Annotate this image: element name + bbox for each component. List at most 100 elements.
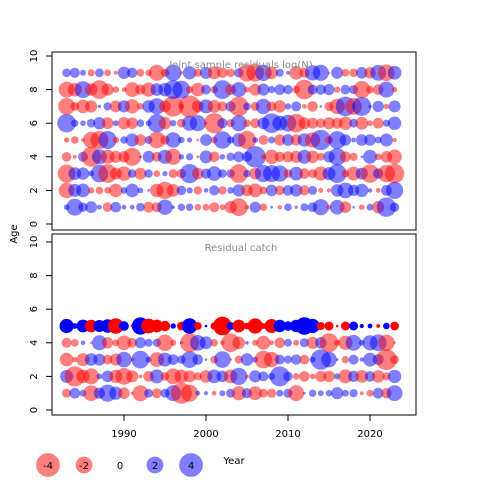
- bubble-top: [266, 101, 277, 112]
- bubble-bottom: [303, 391, 306, 395]
- y-tick-label: 2: [29, 373, 40, 379]
- bubble-bottom: [284, 338, 292, 347]
- bubble-bottom: [291, 354, 302, 365]
- bubble-bottom: [71, 339, 79, 347]
- bubble-top: [363, 149, 377, 164]
- y-tick-label: 6: [29, 306, 40, 312]
- bubble-top: [117, 66, 131, 80]
- bubble-top: [226, 68, 235, 78]
- bubble-top: [356, 67, 368, 79]
- bubble-top: [165, 132, 181, 148]
- legend-bubble: [179, 453, 203, 477]
- bubble-top: [109, 150, 122, 163]
- bubble-top: [328, 131, 347, 149]
- bubble-bottom: [263, 351, 280, 368]
- bubble-bottom: [299, 371, 310, 382]
- bubble-top: [200, 134, 212, 146]
- bubble-top: [340, 151, 351, 163]
- bubble-top: [310, 129, 331, 151]
- bubble-top: [375, 187, 381, 193]
- bubble-top: [185, 203, 194, 211]
- bubble-top: [144, 169, 153, 178]
- bubble-top: [351, 137, 356, 143]
- bubble-top: [125, 133, 139, 147]
- bubble-top: [248, 183, 263, 198]
- y-tick-label: 0: [29, 221, 40, 227]
- bubble-top: [93, 117, 106, 130]
- bubble-bottom: [71, 323, 78, 329]
- x-axis-label: Year: [222, 456, 245, 467]
- bubble-top: [217, 67, 228, 79]
- bubble-bottom: [375, 349, 397, 371]
- legend-label: -2: [79, 461, 89, 472]
- bubble-top: [299, 168, 310, 179]
- bubble-top: [265, 66, 278, 80]
- bubble-top: [360, 164, 380, 183]
- bubble-bottom: [203, 391, 209, 396]
- bubble-top: [337, 182, 354, 199]
- bubble-bottom: [195, 390, 201, 396]
- bubble-top: [168, 169, 178, 179]
- bubble-top: [148, 131, 166, 149]
- y-tick-label: 10: [29, 236, 40, 249]
- bubble-bottom: [305, 318, 320, 334]
- bubble-bottom: [170, 323, 176, 329]
- panel-joint-sample: Joint sample residuals log(N) 0 2 4 6 8 10: [29, 50, 417, 231]
- bubble-bottom: [151, 388, 162, 399]
- bubble-top: [230, 115, 247, 132]
- bubble-top: [85, 100, 98, 113]
- bubble-bottom: [306, 336, 319, 349]
- y-tick-label: 6: [29, 120, 40, 126]
- bubble-top: [243, 119, 251, 127]
- bubble-bottom: [274, 354, 285, 365]
- bubble-bottom: [349, 389, 358, 398]
- bubble-top: [387, 65, 402, 80]
- bubble-top: [307, 101, 318, 112]
- bubble-top: [136, 68, 145, 77]
- bubble-top: [125, 183, 139, 198]
- bubble-top: [316, 152, 325, 161]
- bubble-bottom: [199, 336, 213, 350]
- bubble-top: [219, 204, 226, 211]
- y-axis-bottom: 0 2 4 6 8 10: [29, 236, 52, 413]
- bubble-bottom: [341, 355, 350, 364]
- bubble-top: [103, 102, 112, 111]
- bubble-bottom: [359, 323, 364, 329]
- bubble-top: [291, 101, 302, 112]
- bubble-top: [326, 188, 332, 193]
- bubble-top: [125, 99, 140, 114]
- bubble-top: [286, 70, 290, 75]
- bubble-top: [353, 81, 371, 99]
- bubble-top: [76, 183, 90, 198]
- bubble-top: [127, 67, 138, 79]
- bubbles-bottom: [59, 316, 403, 404]
- bubble-top: [104, 69, 111, 77]
- bubble-bottom: [102, 354, 113, 365]
- bubble-bottom: [258, 371, 269, 382]
- bubble-bottom: [378, 334, 395, 351]
- bubble-top: [137, 187, 144, 194]
- bubble-bottom: [62, 388, 72, 398]
- bubble-top: [142, 150, 155, 163]
- bubble-bottom: [345, 334, 362, 351]
- bubble-top: [217, 101, 228, 112]
- bubble-bottom: [61, 337, 72, 348]
- bubble-top: [136, 202, 145, 212]
- bubble-top: [186, 153, 194, 161]
- bubble-top: [129, 204, 135, 210]
- bubble-bottom: [210, 339, 218, 347]
- bubble-top: [117, 117, 131, 130]
- bubble-top: [112, 86, 120, 93]
- bubble-top: [243, 102, 251, 111]
- bubble-top: [217, 118, 228, 129]
- bubble-top: [191, 82, 205, 97]
- bubble-top: [264, 149, 279, 164]
- bubble-top: [374, 153, 382, 161]
- bubble-bottom: [193, 322, 202, 330]
- bubble-top: [300, 203, 309, 212]
- bubble-bottom: [308, 389, 317, 397]
- bubble-bottom: [226, 322, 235, 330]
- bubble-bottom: [245, 374, 249, 379]
- bubble-top: [57, 113, 76, 133]
- panel-frame-top: [51, 51, 417, 231]
